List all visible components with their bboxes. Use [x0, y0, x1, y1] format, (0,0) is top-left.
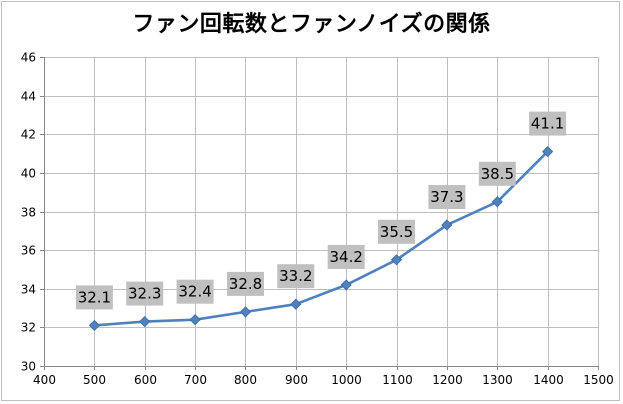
data-labels: 32.1 32.3 32.4 32.8 33.2 34.2 35.5 37.3 38.5 41.1: [75, 111, 567, 310]
x-tick-label-500: 500: [83, 373, 106, 387]
x-tick-label-1500: 1500: [583, 373, 614, 387]
data-label-700: 32.4: [178, 283, 211, 301]
data-point-1200: [441, 219, 453, 231]
data-point-1000: [340, 279, 352, 291]
y-tick-label-32: 32: [21, 321, 36, 335]
data-label-600: 32.3: [128, 285, 161, 303]
x-tick-labels: 400 500 600 700 800 900 1000 1100 1200 1300 1400 15…: [33, 373, 614, 387]
x-tick-label-400: 400: [33, 373, 56, 387]
y-tick-label-30: 30: [21, 360, 36, 374]
series: [88, 146, 554, 331]
x-tick-label-1100: 1100: [382, 373, 413, 387]
data-point-1100: [390, 254, 403, 266]
data-label-box-1300: [478, 161, 516, 186]
data-point-800: [239, 306, 252, 318]
data-label-box-900: [277, 264, 315, 289]
x-tick-label-1300: 1300: [482, 373, 513, 387]
data-label-box-800: [227, 271, 264, 296]
x-tick-label-1400: 1400: [533, 373, 564, 387]
data-label-box-700: [176, 279, 214, 304]
data-label-1400: 41.1: [531, 115, 564, 133]
data-point-700: [189, 314, 201, 326]
y-tick-label-42: 42: [21, 128, 36, 142]
chart-title: ファン回転数とファンノイズの関係: [132, 12, 491, 37]
y-tick-labels: 30 32 34 36 38 40 42 44 46: [21, 51, 36, 374]
y-tick-label-34: 34: [21, 283, 36, 297]
data-label-1100: 35.5: [380, 223, 413, 241]
y-tick-label-46: 46: [21, 51, 36, 65]
data-label-box-1400: [529, 111, 567, 136]
data-label-1300: 38.5: [481, 165, 514, 183]
y-tick-label-38: 38: [21, 206, 36, 220]
series-line-0: [94, 150, 549, 327]
data-label-box-1000: [327, 244, 365, 269]
data-point-600: [139, 316, 151, 328]
data-point-900: [290, 298, 302, 310]
x-tick-label-800: 800: [234, 373, 257, 387]
y-tick-label-40: 40: [21, 167, 36, 181]
data-label-1200: 37.3: [430, 188, 463, 206]
data-point-1400: [542, 146, 554, 158]
x-tick-label-600: 600: [134, 373, 157, 387]
data-point-1300: [491, 196, 503, 208]
x-tick-label-1200: 1200: [432, 373, 463, 387]
y-tick-label-44: 44: [21, 90, 36, 104]
data-label-1000: 34.2: [329, 248, 362, 266]
data-label-box-600: [126, 281, 164, 306]
data-label-500: 32.1: [78, 288, 111, 306]
x-tick-label-900: 900: [285, 373, 308, 387]
x-tick-label-700: 700: [184, 373, 207, 387]
axes: [40, 57, 599, 370]
data-label-box-1200: [428, 185, 466, 209]
x-tick-label-1000: 1000: [331, 373, 362, 387]
data-point-500: [88, 319, 100, 331]
data-label-box-500: [75, 285, 113, 310]
y-tick-label-36: 36: [21, 244, 36, 258]
data-label-900: 33.2: [279, 267, 312, 285]
grid-lines: [44, 57, 599, 367]
data-label-box-1100: [378, 219, 415, 244]
data-label-800: 32.8: [229, 275, 262, 293]
